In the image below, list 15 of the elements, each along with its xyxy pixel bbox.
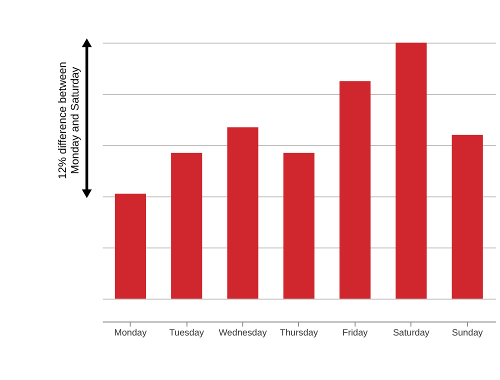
x-tick-label: Tuesday bbox=[169, 328, 204, 338]
x-tick-label: Friday bbox=[342, 328, 368, 338]
bar bbox=[283, 152, 314, 299]
bar bbox=[114, 194, 146, 299]
x-tick-label: Sunday bbox=[452, 328, 484, 338]
x-tick-label: Wednesday bbox=[218, 328, 268, 338]
x-tick-label: Thursday bbox=[280, 328, 318, 338]
bar bbox=[340, 81, 371, 299]
text: 12% difference between Monday and Saturday bbox=[56, 62, 82, 180]
bar bbox=[452, 134, 483, 299]
x-tick-label: Monday bbox=[114, 328, 148, 338]
bar bbox=[396, 42, 427, 299]
bar bbox=[227, 127, 258, 299]
x-tick-label: Saturday bbox=[392, 328, 430, 338]
bar bbox=[171, 152, 202, 299]
